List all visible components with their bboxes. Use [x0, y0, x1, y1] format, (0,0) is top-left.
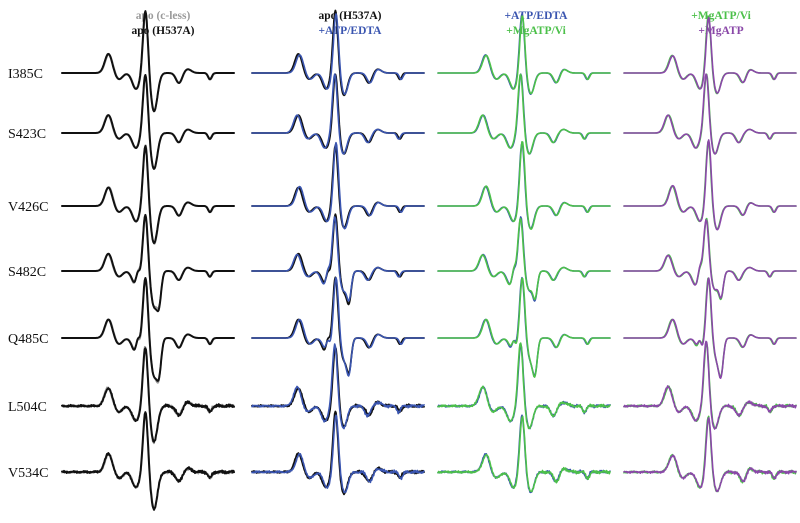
row-label-s423c: S423C [8, 127, 46, 142]
row-labels: I385C S423C V426C S482C Q485C L504C V534C [8, 67, 48, 481]
trace-panel-1-l504c-series-2 [61, 347, 235, 443]
row-label-q485c: Q485C [8, 332, 48, 347]
trace-panel-3-q485c-series-2 [437, 277, 611, 378]
trace-panel-2-v534c-series-2 [251, 414, 425, 494]
spectra-traces [61, 9, 797, 511]
trace-panel-1-s423c-series-2 [61, 74, 235, 170]
trace-panel-1-i385c-series-2 [61, 10, 235, 113]
trace-panel-2-s482c-series-2 [251, 216, 425, 302]
trace-panel-4-q485c-series-2 [623, 277, 797, 379]
trace-panel-3-s423c-series-2 [437, 73, 611, 155]
trace-panel-4-l504c-series-2 [623, 340, 797, 430]
legend-entry-panel-4-1: +MgATP/Vi [691, 10, 751, 22]
row-label-s482c: S482C [8, 265, 46, 280]
row-label-v534c: V534C [8, 466, 48, 481]
trace-panel-2-l504c-series-2 [251, 343, 425, 430]
row-label-l504c: L504C [8, 400, 47, 415]
legend-entry-panel-3-2: +MgATP/Vi [506, 25, 566, 37]
trace-panel-2-s423c-series-2 [251, 73, 425, 155]
legend-entry-panel-1-2: apo (H537A) [132, 25, 195, 37]
legend-entry-panel-3-1: +ATP/EDTA [505, 10, 569, 22]
trace-panel-3-s482c-series-2 [437, 217, 611, 301]
legend-entry-panel-1-1: apo (c-less) [136, 10, 191, 22]
row-label-i385c: I385C [8, 67, 43, 82]
trace-panel-3-l504c-series-2 [437, 342, 611, 430]
trace-panel-4-s482c-series-2 [623, 219, 797, 299]
trace-panel-1-q485c-series-2 [61, 277, 235, 382]
trace-panel-4-v426c-series-2 [623, 139, 797, 231]
trace-panel-1-s482c-series-2 [61, 213, 235, 313]
legend-entry-panel-4-2: +MgATP [698, 25, 743, 37]
trace-panel-3-i385c-series-2 [437, 15, 611, 95]
panel-legends: apo (c-less) apo (H537A) apo (H537A) +ATP/E… [132, 10, 752, 37]
trace-panel-2-v426c-series-2 [251, 141, 425, 230]
legend-entry-panel-2-2: +ATP/EDTA [319, 25, 383, 37]
trace-panel-4-s423c-series-2 [623, 73, 797, 155]
trace-panel-2-q485c-series-2 [251, 276, 425, 377]
trace-panel-1-v426c-series-2 [61, 145, 235, 245]
trace-panel-2-i385c-series-2 [251, 13, 425, 95]
trace-panel-3-v426c-series-2 [437, 141, 611, 230]
legend-entry-panel-2-1: apo (H537A) [319, 10, 382, 22]
trace-panel-4-i385c-series-2 [623, 16, 797, 94]
trace-panel-1-v534c-series-2 [61, 411, 235, 511]
trace-panel-3-v534c-series-2 [437, 415, 611, 493]
trace-panel-4-v534c-series-2 [623, 417, 797, 493]
row-label-v426c: V426C [8, 200, 48, 215]
